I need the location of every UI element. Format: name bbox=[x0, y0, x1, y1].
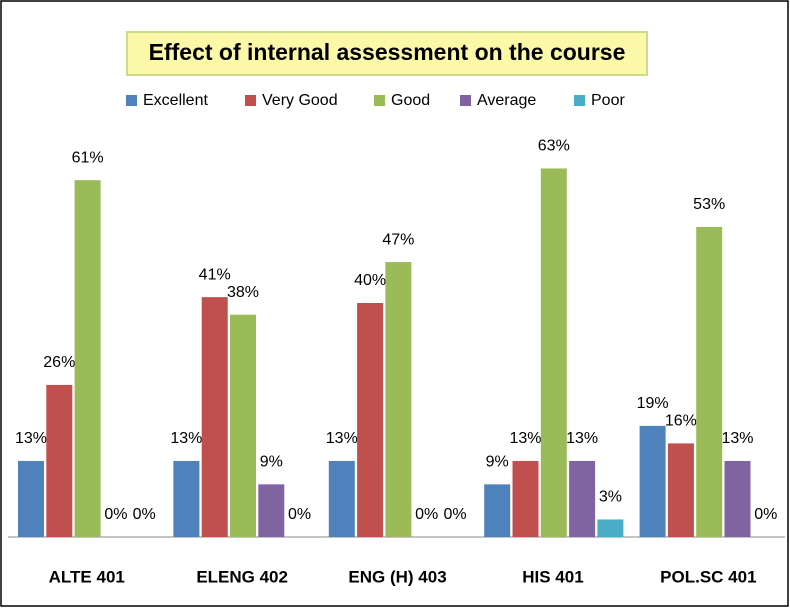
legend-swatch bbox=[574, 95, 585, 106]
value-label: 16% bbox=[665, 413, 697, 430]
value-label: 13% bbox=[15, 430, 47, 447]
legend-label: Excellent bbox=[143, 92, 208, 109]
bar bbox=[201, 297, 228, 537]
value-label: 61% bbox=[72, 149, 104, 166]
x-tick-label: HIS 401 bbox=[522, 567, 583, 586]
legend-label: Poor bbox=[591, 92, 625, 109]
value-label: 9% bbox=[486, 454, 509, 471]
bar bbox=[230, 314, 256, 537]
value-label: 26% bbox=[43, 354, 75, 371]
legend-swatch bbox=[126, 95, 137, 106]
legend-swatch bbox=[374, 95, 385, 106]
x-tick-label: ENG (H) 403 bbox=[348, 567, 446, 586]
bar bbox=[46, 384, 73, 537]
value-label: 13% bbox=[721, 430, 753, 447]
value-label: 13% bbox=[566, 430, 598, 447]
value-label: 38% bbox=[227, 284, 259, 301]
bar bbox=[639, 425, 666, 537]
legend-label: Very Good bbox=[262, 92, 338, 109]
x-tick-label: ELENG 402 bbox=[196, 567, 288, 586]
value-label: 0% bbox=[443, 506, 466, 523]
value-label: 13% bbox=[509, 430, 541, 447]
legend-swatch bbox=[245, 95, 256, 106]
bar bbox=[328, 460, 355, 537]
bar bbox=[258, 484, 285, 537]
value-label: 53% bbox=[693, 196, 725, 213]
value-label: 13% bbox=[170, 430, 202, 447]
value-label: 63% bbox=[538, 138, 570, 155]
value-label: 47% bbox=[382, 231, 414, 248]
x-tick-label: ALTE 401 bbox=[49, 567, 125, 586]
bar bbox=[357, 303, 384, 537]
bar bbox=[724, 460, 751, 537]
legend-swatch bbox=[460, 95, 471, 106]
bar bbox=[696, 226, 723, 537]
bar bbox=[597, 519, 624, 537]
bar bbox=[74, 180, 101, 537]
value-label: 40% bbox=[354, 272, 386, 289]
value-label: 13% bbox=[326, 430, 358, 447]
bar bbox=[484, 484, 511, 537]
value-label: 9% bbox=[260, 454, 283, 471]
legend-label: Average bbox=[477, 92, 536, 109]
bar bbox=[540, 168, 567, 537]
value-label: 41% bbox=[199, 266, 231, 283]
value-label: 3% bbox=[599, 489, 622, 506]
bar bbox=[385, 262, 412, 537]
bar bbox=[512, 460, 539, 537]
legend-label: Good bbox=[391, 92, 430, 109]
chart-title: Effect of internal assessment on the cou… bbox=[149, 39, 626, 65]
value-label: 0% bbox=[104, 506, 127, 523]
x-tick-label: POL.SC 401 bbox=[660, 567, 756, 586]
title-box bbox=[126, 31, 648, 76]
value-label: 19% bbox=[637, 395, 669, 412]
value-label: 0% bbox=[133, 506, 156, 523]
bar bbox=[18, 460, 44, 537]
bar bbox=[173, 460, 200, 537]
bar bbox=[667, 443, 694, 537]
bar bbox=[569, 460, 596, 537]
value-label: 0% bbox=[415, 506, 438, 523]
value-label: 0% bbox=[754, 506, 777, 523]
value-label: 0% bbox=[288, 506, 311, 523]
